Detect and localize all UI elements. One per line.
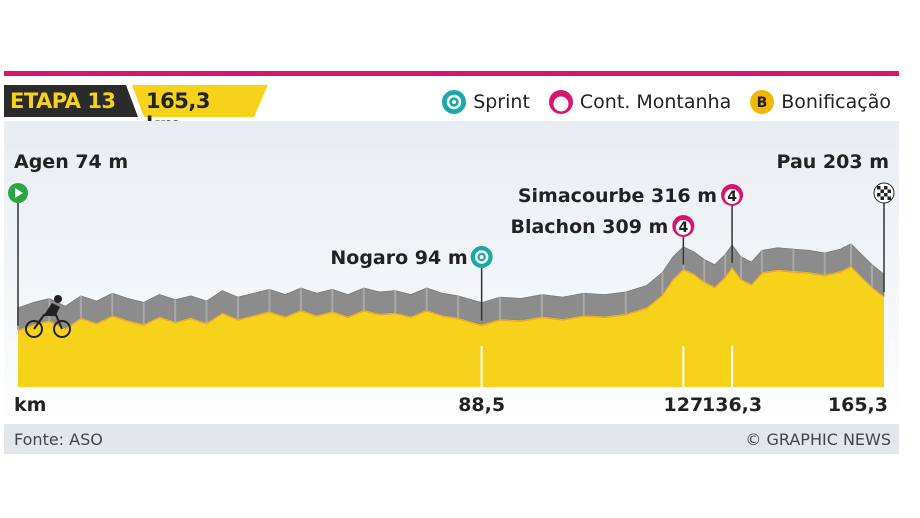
marker-label: Agen 74 m: [14, 151, 128, 173]
credit-text: © GRAPHIC NEWS: [745, 430, 891, 449]
axis-label: 136,3: [702, 394, 762, 416]
finish-flag-square: [880, 189, 884, 193]
profile-layer: [17, 243, 885, 387]
sprint-icon-dot: [479, 255, 484, 259]
legend-label: Cont. Montanha: [579, 91, 732, 113]
marker-label: Blachon 309 m: [510, 216, 668, 238]
mountain-icon-inner: [724, 189, 740, 204]
finish-flag-square: [877, 193, 881, 197]
mountain-icon-inner: [675, 220, 691, 235]
distance-badge-bg: [132, 85, 268, 117]
finish-flag-icon: [873, 182, 895, 204]
footer: Fonte: ASO © GRAPHIC NEWS: [4, 424, 899, 454]
stage-label: ETAPA 13: [10, 89, 116, 113]
sprint-icon-ring: [474, 250, 489, 264]
mountain-icon: [548, 90, 573, 114]
bonus-icon-letter: B: [757, 95, 768, 111]
finish-flag-square: [884, 193, 888, 197]
legend-label: Sprint: [473, 91, 530, 113]
header-rule: [4, 71, 899, 76]
profile-area: [18, 265, 884, 387]
marker-label: Nogaro 94 m: [330, 247, 467, 269]
cyclist-icon: [25, 295, 71, 338]
climb-category-label: 4: [678, 220, 688, 236]
stage-badge-bg: [4, 85, 138, 117]
finish-flag-square: [884, 186, 888, 190]
legend-item-bonus: B Bonificação: [749, 89, 891, 115]
source-text: Fonte: ASO: [14, 430, 103, 449]
finish-flag-square: [887, 189, 891, 193]
sprint-icon: [442, 90, 467, 114]
marker-label: Simacourbe 316 m: [518, 185, 717, 207]
start-icon-arrow: [15, 188, 23, 198]
finish-flag-square: [877, 186, 881, 190]
badge-shapes: [4, 85, 268, 117]
axis-label: 127: [664, 394, 704, 416]
profile-line: [17, 266, 885, 332]
finish-flag-square: [887, 196, 891, 200]
bonus-icon: B: [750, 90, 775, 114]
stage-badge: ETAPA 13 165,3 km: [4, 85, 268, 137]
legend: Sprint Cont. Montanha B Bonificação: [441, 87, 891, 117]
legend-label: Bonificação: [781, 91, 891, 113]
legend-item-mountain: Cont. Montanha: [548, 89, 731, 115]
finish-flag-square: [880, 196, 884, 200]
axis-label: km: [14, 394, 46, 416]
stage-header: ETAPA 13 165,3 km Sprint Cont. Montanha: [4, 83, 899, 137]
climb-category-label: 4: [727, 189, 737, 205]
axis-label: 88,5: [458, 394, 505, 416]
legend-item-sprint: Sprint: [441, 89, 530, 115]
marker-label: Pau 203 m: [777, 151, 889, 173]
profile-chart: Agen 74 m Nogaro 94 m 4 Blachon 309 m 4 Simac…: [8, 151, 895, 416]
marker-layer: Agen 74 m Nogaro 94 m 4 Blachon 309 m 4 Simac…: [8, 151, 895, 326]
chart-area: Agen 74 m Nogaro 94 m 4 Blachon 309 m 4 Simac…: [4, 121, 899, 424]
axis-label: 165,3: [828, 394, 888, 416]
